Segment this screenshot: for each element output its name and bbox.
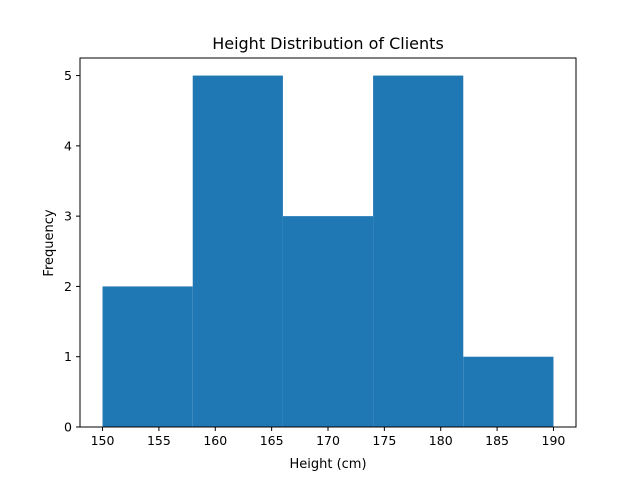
chart-title: Height Distribution of Clients [212, 34, 444, 53]
x-tick-label-0: 150 [91, 433, 115, 448]
x-tick-label-6: 180 [429, 433, 453, 448]
axes-group: 150 155 160 165 170 175 180 185 190 0 1 2 3 4 5 [64, 57, 577, 448]
x-tick-label-7: 185 [485, 433, 509, 448]
y-tick-label-5: 5 [64, 68, 72, 83]
y-tick-label-4: 4 [64, 138, 72, 153]
histogram-bar-4 [463, 356, 554, 427]
y-tick-label-3: 3 [64, 209, 72, 224]
y-tick-label-1: 1 [64, 349, 72, 364]
histogram-bar-1 [192, 75, 283, 428]
y-tick-label-2: 2 [64, 279, 72, 294]
x-axis-label: Height (cm) [289, 457, 366, 472]
x-tick-label-4: 170 [316, 433, 340, 448]
x-tick-label-1: 155 [147, 433, 171, 448]
histogram-bar-0 [102, 286, 193, 427]
histogram-bar-3 [373, 75, 464, 428]
x-tick-label-8: 190 [542, 433, 566, 448]
x-tick-label-2: 160 [203, 433, 227, 448]
x-tick-label-5: 175 [372, 433, 396, 448]
y-tick-label-0: 0 [64, 420, 72, 435]
y-axis-label: Frequency [42, 209, 57, 276]
x-tick-label-3: 165 [260, 433, 284, 448]
histogram-bar-2 [282, 216, 374, 427]
bars-group [102, 75, 554, 428]
